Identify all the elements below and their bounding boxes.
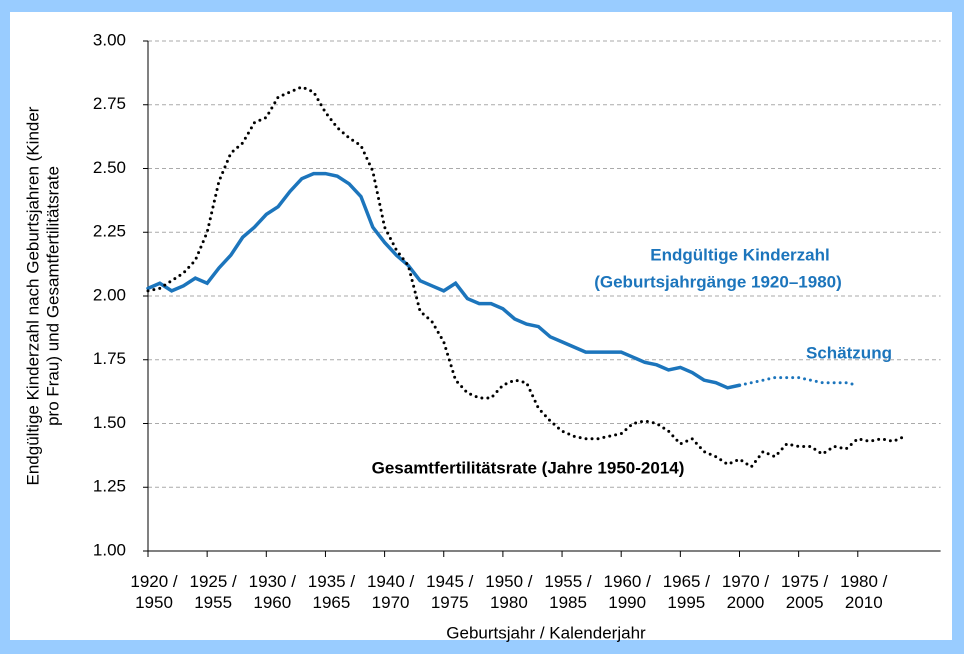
x-tick-label: 1935 / 1965 [307, 572, 356, 612]
y-tick-label: 1.50 [93, 413, 126, 432]
annotation: Gesamtfertilitätsrate (Jahre 1950-2014) [372, 458, 685, 477]
y-tick-label: 2.50 [93, 158, 126, 177]
x-tick-label: 1965 / 1995 [662, 572, 710, 612]
y-tick-label: 1.75 [93, 349, 126, 368]
x-tick-label: 1950 / 1980 [485, 572, 533, 612]
x-tick-label: 1930 / 1960 [248, 572, 296, 612]
y-tick-label: 1.25 [93, 477, 126, 496]
line-series [737, 376, 860, 387]
x-tick-label: 1980 / 2010 [840, 572, 888, 612]
line-series [146, 85, 907, 469]
x-tick-label: 1955 / 1985 [544, 572, 592, 612]
x-tick-label: 1960 / 1990 [603, 572, 651, 612]
y-axis-title-line: Endgültige Kinderzahl nach Geburtsjahren… [23, 106, 42, 485]
y-axis-title: Endgültige Kinderzahl nach Geburtsjahren… [23, 106, 62, 485]
x-tick-label: 1945 / 1975 [426, 572, 474, 612]
x-tick-label: 1975 / 2005 [781, 572, 829, 612]
x-tick-label: 1940 / 1970 [366, 572, 415, 612]
y-tick-label: 2.75 [93, 94, 126, 113]
chart-area [10, 12, 952, 640]
x-tick-label: 1925 / 1955 [189, 572, 237, 612]
line-series [146, 171, 742, 390]
y-axis-title-line: pro Frau) und Gesamtfertilitätsrate [43, 166, 62, 426]
x-tick-label: 1970 / 2000 [721, 572, 770, 612]
x-axis-title: Geburtsjahr / Kalenderjahr [446, 623, 646, 642]
annotation: (Geburtsjahrgänge 1920–1980) [594, 272, 842, 291]
y-tick-label: 2.25 [93, 222, 126, 241]
annotation: Endgültige Kinderzahl [650, 245, 829, 264]
annotation: Schätzung [806, 343, 892, 362]
x-tick-label: 1920 / 1950 [130, 572, 178, 612]
y-tick-label: 2.00 [93, 285, 126, 304]
y-tick-label: 1.00 [93, 540, 126, 559]
y-tick-label: 3.00 [93, 30, 126, 49]
